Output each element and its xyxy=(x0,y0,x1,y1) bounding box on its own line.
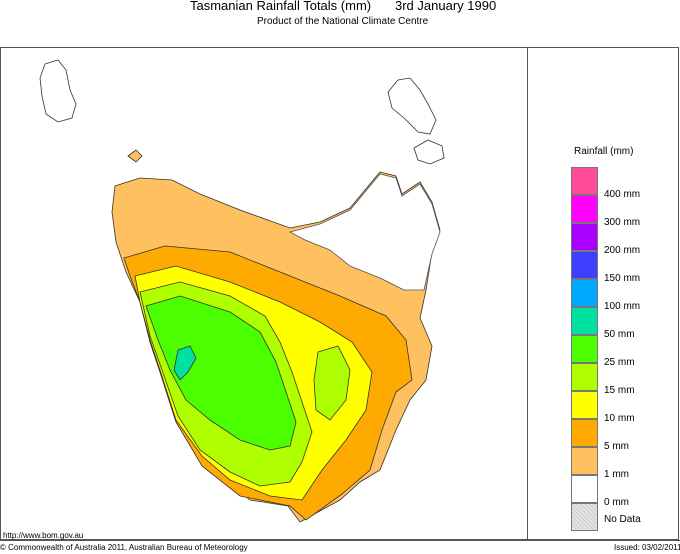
issued-date: Issued: 03/02/2011 xyxy=(614,543,680,552)
tasmania-rainfall-map xyxy=(39,59,445,523)
source-url[interactable]: http://www.bom.gov.au xyxy=(3,531,84,540)
legend-swatch xyxy=(571,251,598,279)
macquarie-harbour xyxy=(173,345,197,381)
legend-label: 25 mm xyxy=(604,357,635,368)
legend-swatch xyxy=(571,335,598,363)
legend-swatch xyxy=(571,475,598,503)
legend-label: 300 mm xyxy=(604,217,641,228)
copyright-text: © Commonwealth of Australia 2011, Austra… xyxy=(0,543,248,552)
legend-label: 50 mm xyxy=(604,329,635,340)
area-15mm-east xyxy=(313,345,351,421)
area-0mm xyxy=(288,173,441,291)
legend-swatch xyxy=(571,391,598,419)
map-date: 3rd January 1990 xyxy=(395,0,497,13)
area-25mm xyxy=(145,295,297,451)
legend-swatch xyxy=(571,279,598,307)
map-subtitle: Product of the National Climate Centre xyxy=(257,16,429,27)
legend-label: No Data xyxy=(604,514,641,525)
legend-label: 1 mm xyxy=(604,469,629,480)
map-frame xyxy=(0,47,679,540)
small-island xyxy=(127,149,143,163)
legend-swatch xyxy=(571,503,598,531)
legend-title: Rainfall (mm) xyxy=(574,146,634,157)
flinders-island xyxy=(387,77,437,135)
cape-barren-island xyxy=(413,139,445,165)
legend-swatch xyxy=(571,363,598,391)
legend-swatch xyxy=(571,223,598,251)
legend-label: 100 mm xyxy=(604,301,641,312)
king-island xyxy=(39,59,77,123)
legend-label: 200 mm xyxy=(604,245,641,256)
footer-divider xyxy=(0,540,680,541)
legend-label: 400 mm xyxy=(604,189,641,200)
legend-divider xyxy=(527,47,528,540)
legend-swatch xyxy=(571,447,598,475)
map-title: Tasmanian Rainfall Totals (mm) xyxy=(190,0,372,13)
legend-swatch xyxy=(571,195,598,223)
legend-label: 15 mm xyxy=(604,385,635,396)
legend-swatch xyxy=(571,307,598,335)
legend-label: 150 mm xyxy=(604,273,641,284)
legend-label: 10 mm xyxy=(604,413,635,424)
legend-swatch xyxy=(571,419,598,447)
legend-swatch xyxy=(571,167,598,195)
legend-label: 5 mm xyxy=(604,441,629,452)
legend-label: 0 mm xyxy=(604,497,629,508)
